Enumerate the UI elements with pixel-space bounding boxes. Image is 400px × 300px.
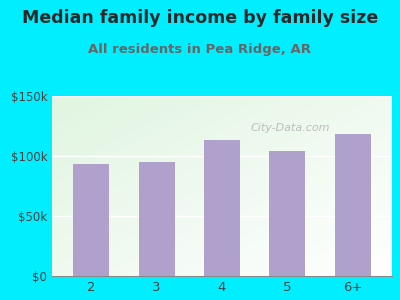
Bar	[335, 134, 371, 276]
Text: City-Data.com: City-Data.com	[250, 123, 330, 134]
Bar	[270, 151, 305, 276]
Bar	[204, 140, 240, 276]
Text: Median family income by family size: Median family income by family size	[22, 9, 378, 27]
Bar	[73, 164, 109, 276]
Text: All residents in Pea Ridge, AR: All residents in Pea Ridge, AR	[88, 44, 312, 56]
Bar	[139, 162, 174, 276]
